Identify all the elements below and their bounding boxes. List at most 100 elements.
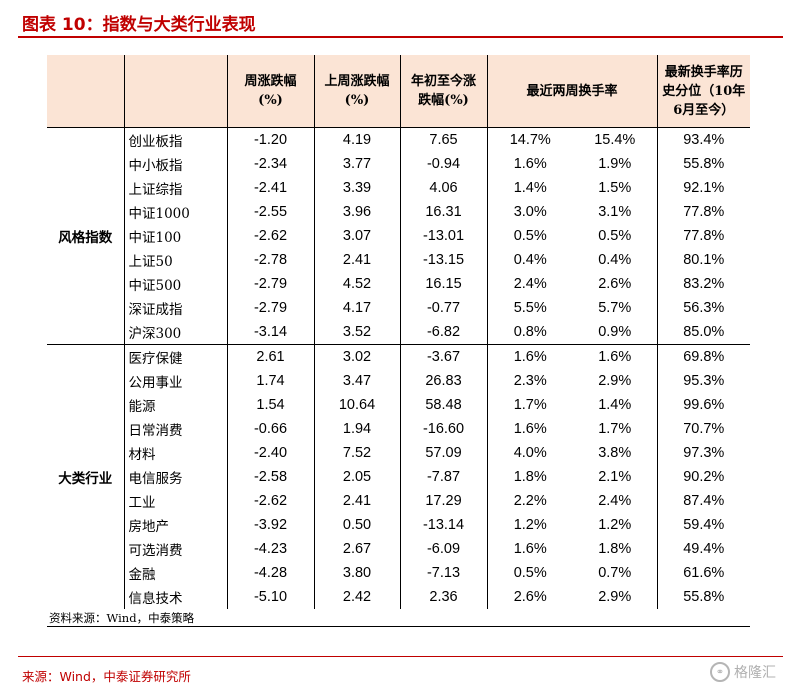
row-name: 日常消费 <box>124 417 228 441</box>
turnover-percentile: 77.8% <box>683 204 725 220</box>
turnover-percentile: 90.2% <box>683 469 725 485</box>
turnover-prev: 1.6% <box>513 541 547 557</box>
last-week-change: 2.41 <box>314 248 401 272</box>
week-change: -2.79 <box>227 272 315 296</box>
ytd-change: -6.82 <box>400 320 488 345</box>
last-week-change: 1.94 <box>314 417 401 441</box>
row-name: 中证100 <box>124 224 228 248</box>
turnover-prev: 1.7% <box>513 397 547 413</box>
turnover-percentile: 97.3% <box>683 445 725 461</box>
turnover-percentile: 70.7% <box>683 421 725 437</box>
table-row: 信息技术 -5.10 2.42 2.36 2.6% 2.9% 55.8% <box>47 585 750 609</box>
header-last-week-change: 上周涨跌幅 (%) <box>314 55 401 128</box>
header-group <box>47 55 125 128</box>
figure-title: 图表 10：指数与大类行业表现 <box>22 15 256 35</box>
row-name: 房地产 <box>124 513 228 537</box>
turnover-recent: 2.9% <box>573 369 658 393</box>
turnover-prev: 0.8% <box>513 324 547 340</box>
turnover-prev: 1.6% <box>487 344 573 369</box>
turnover-recent: 5.7% <box>573 296 658 320</box>
table-row: 中证1000 -2.55 3.96 16.31 3.0% 3.1% 77.8% <box>47 200 750 224</box>
turnover-prev: 4.0% <box>513 445 547 461</box>
table-row: 房地产 -3.92 0.50 -13.14 1.2% 1.2% 59.4% <box>47 513 750 537</box>
row-name: 金融 <box>124 561 228 585</box>
table-row: 中证100 -2.62 3.07 -13.01 0.5% 0.5% 77.8% <box>47 224 750 248</box>
last-week-change: 3.77 <box>314 152 401 176</box>
table-row: 大类行业 医疗保健 2.61 3.02 -3.67 1.6% 1.6% 69.8% <box>47 344 751 609</box>
row-name: 中证500 <box>124 272 228 296</box>
ytd-change: 57.09 <box>400 441 488 465</box>
footer-rule <box>18 656 783 657</box>
footer-source: 来源：Wind，中泰证券研究所 <box>22 669 191 684</box>
turnover-percentile: 87.4% <box>683 493 725 509</box>
last-week-change: 3.39 <box>314 176 401 200</box>
header-week-change: 周涨跌幅 (%) <box>227 55 315 128</box>
turnover-recent: 1.6% <box>573 344 658 369</box>
ytd-change: 26.83 <box>400 369 488 393</box>
turnover-recent: 3.8% <box>573 441 658 465</box>
turnover-prev: 1.2% <box>513 517 547 533</box>
turnover-prev: 1.6% <box>513 156 547 172</box>
row-name: 创业板指 <box>124 127 228 152</box>
header-ytd-change: 年初至今涨 跌幅(%) <box>400 55 488 128</box>
week-change: -3.92 <box>227 513 315 537</box>
turnover-prev: 5.5% <box>513 300 547 316</box>
table-row: 风格指数 创业板指 -1.20 4.19 7.65 14.7% 15.4% 93.4% <box>47 127 750 345</box>
week-change: -0.66 <box>227 417 315 441</box>
table-row: 材料 -2.40 7.52 57.09 4.0% 3.8% 97.3% <box>47 441 750 465</box>
turnover-recent: 15.4% <box>573 127 658 152</box>
turnover-recent: 1.8% <box>573 537 658 561</box>
turnover-prev: 0.5% <box>513 228 547 244</box>
ytd-change: 4.06 <box>400 176 488 200</box>
table-body: 风格指数 创业板指 -1.20 4.19 7.65 14.7% 15.4% 93.4% 中小板指… <box>47 127 751 609</box>
turnover-prev: 2.2% <box>513 493 547 509</box>
performance-table: 周涨跌幅 (%) 上周涨跌幅 (%) 年初至今涨 跌幅(%) 最近两周换手率 最新换手… <box>47 55 751 609</box>
turnover-percentile: 55.8% <box>683 589 725 605</box>
table-row: 中证500 -2.79 4.52 16.15 2.4% 2.6% 83.2% <box>47 272 750 296</box>
row-name: 上证综指 <box>124 176 228 200</box>
week-change: -4.28 <box>227 561 315 585</box>
turnover-prev: 0.5% <box>513 565 547 581</box>
table-row: 可选消费 -4.23 2.67 -6.09 1.6% 1.8% 49.4% <box>47 537 750 561</box>
last-week-change: 4.19 <box>314 127 401 152</box>
ytd-change: 16.31 <box>400 200 488 224</box>
week-change: -2.55 <box>227 200 315 224</box>
table-row: 日常消费 -0.66 1.94 -16.60 1.6% 1.7% 70.7% <box>47 417 750 441</box>
turnover-recent: 2.1% <box>573 465 658 489</box>
last-week-change: 0.50 <box>314 513 401 537</box>
row-name: 深证成指 <box>124 296 228 320</box>
turnover-percentile: 77.8% <box>683 228 725 244</box>
week-change: -2.58 <box>227 465 315 489</box>
last-week-change: 4.52 <box>314 272 401 296</box>
last-week-change: 3.96 <box>314 200 401 224</box>
week-change: 2.61 <box>227 344 315 369</box>
turnover-prev: 1.8% <box>513 469 547 485</box>
table-container: 周涨跌幅 (%) 上周涨跌幅 (%) 年初至今涨 跌幅(%) 最近两周换手率 最新换手… <box>47 55 751 609</box>
week-change: -2.78 <box>227 248 315 272</box>
last-week-change: 3.07 <box>314 224 401 248</box>
turnover-recent: 0.9% <box>573 320 658 345</box>
table-row: 沪深300 -3.14 3.52 -6.82 0.8% 0.9% 85.0% <box>47 320 750 345</box>
turnover-recent: 0.4% <box>573 248 658 272</box>
week-change: -1.20 <box>227 127 315 152</box>
turnover-prev: 2.3% <box>513 373 547 389</box>
week-change: -2.41 <box>227 176 315 200</box>
watermark: ⚭ 格隆汇 <box>710 662 776 682</box>
turnover-percentile: 95.3% <box>683 373 725 389</box>
source-rule <box>47 626 750 627</box>
ytd-change: -7.87 <box>400 465 488 489</box>
row-name: 可选消费 <box>124 537 228 561</box>
week-change: -2.62 <box>227 489 315 513</box>
turnover-prev: 3.0% <box>513 204 547 220</box>
last-week-change: 3.02 <box>314 344 401 369</box>
ytd-change: 58.48 <box>400 393 488 417</box>
turnover-percentile: 85.0% <box>683 324 725 340</box>
turnover-prev: 2.6% <box>513 589 547 605</box>
turnover-recent: 0.5% <box>573 224 658 248</box>
watermark-text: 格隆汇 <box>734 665 776 681</box>
ytd-change: -16.60 <box>400 417 488 441</box>
header-name <box>124 55 228 128</box>
row-name: 公用事业 <box>124 369 228 393</box>
turnover-percentile: 55.8% <box>683 156 725 172</box>
table-row: 上证综指 -2.41 3.39 4.06 1.4% 1.5% 92.1% <box>47 176 750 200</box>
